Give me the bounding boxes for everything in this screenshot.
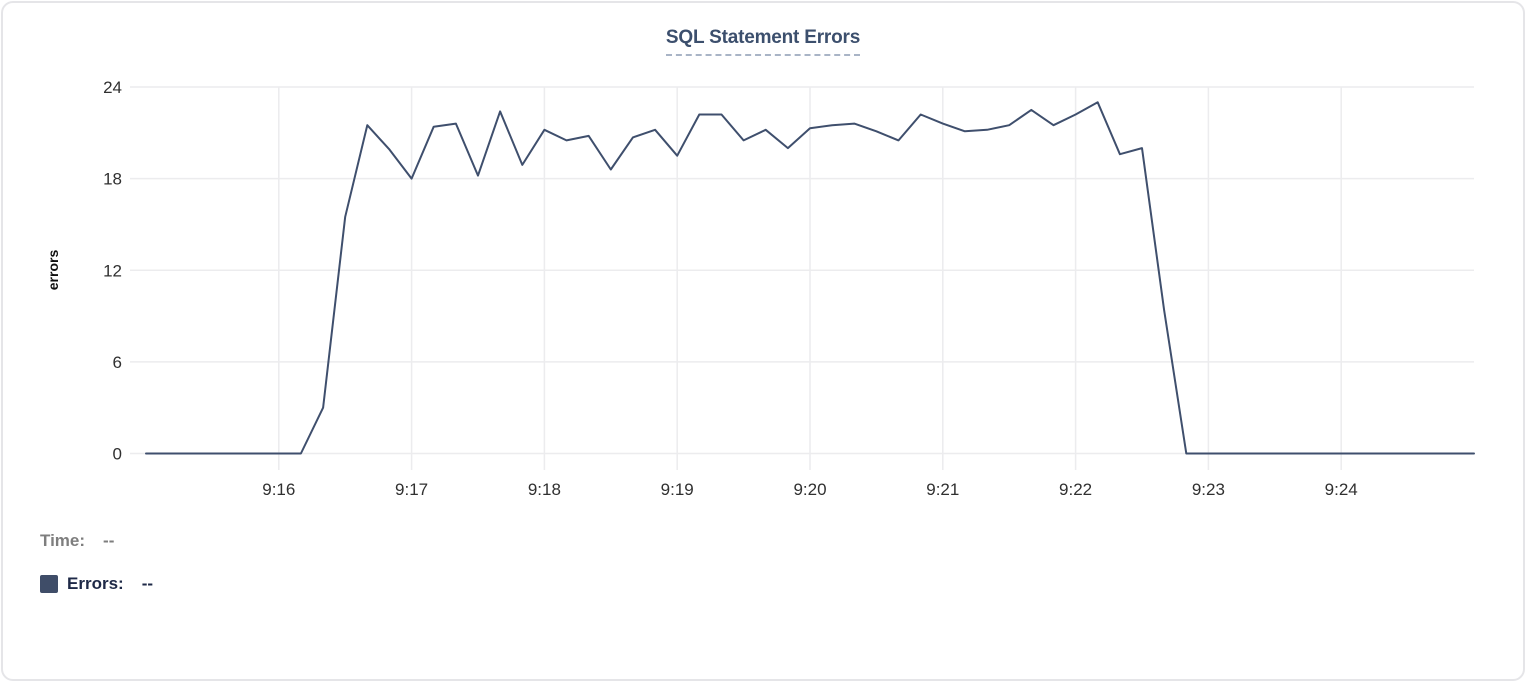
x-tick-label: 9:21 <box>926 480 959 499</box>
chart-title[interactable]: SQL Statement Errors <box>665 27 860 56</box>
chart-header: SQL Statement Errors <box>3 27 1523 56</box>
y-tick-label: 0 <box>113 445 122 464</box>
tooltip-time-value: -- <box>103 531 115 550</box>
errors-line-chart[interactable]: 0 6 12 18 24 9:16 9:17 9:18 9:19 9:20 9:21 9:22 9:23… <box>3 3 1527 523</box>
tooltip-errors-value: -- <box>141 574 154 593</box>
y-tick-label: 24 <box>103 78 122 97</box>
x-tick-label: 9:22 <box>1059 480 1092 499</box>
y-tick-label: 18 <box>103 170 122 189</box>
tooltip-time-label: Time: <box>40 531 86 550</box>
x-tick-label: 9:23 <box>1192 480 1225 499</box>
errors-series-line[interactable] <box>145 101 1475 455</box>
x-tick-label: 9:24 <box>1325 480 1358 499</box>
errors-legend-swatch <box>40 575 58 593</box>
chart-area: 0 6 12 18 24 9:16 9:17 9:18 9:19 9:20 9:21 9:22 9:23… <box>3 3 1527 523</box>
y-axis-label: errors <box>45 249 61 291</box>
tooltip-time-row: Time: -- <box>40 531 114 551</box>
y-tick-label: 6 <box>113 353 122 372</box>
tooltip-errors-label: Errors: <box>67 574 124 593</box>
x-tick-label: 9:16 <box>262 480 295 499</box>
x-tick-label: 9:17 <box>395 480 428 499</box>
x-tick-label: 9:20 <box>793 480 826 499</box>
x-tick-label: 9:19 <box>661 480 694 499</box>
x-tick-label: 9:18 <box>528 480 561 499</box>
tooltip-errors-row: Errors: -- <box>40 574 153 594</box>
y-tick-label: 12 <box>103 261 122 280</box>
